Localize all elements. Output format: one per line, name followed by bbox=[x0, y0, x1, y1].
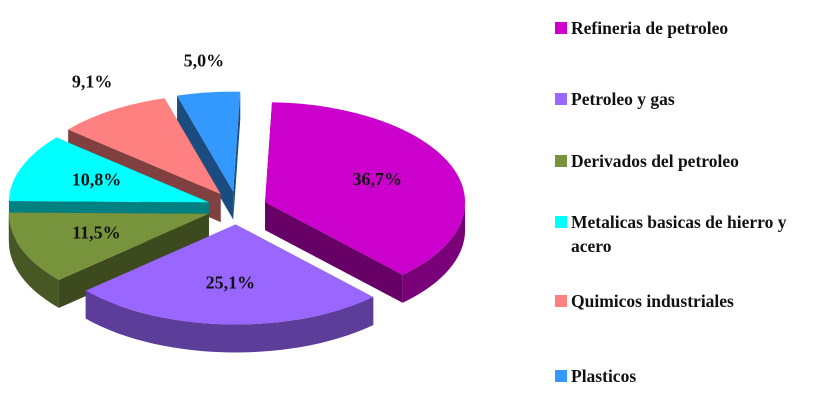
pie-slice bbox=[68, 98, 221, 195]
slice-side bbox=[177, 95, 234, 220]
legend-item: Metalicas basicas de hierro y acero bbox=[555, 210, 816, 258]
slice-side bbox=[233, 91, 241, 220]
legend-item: Plasticos bbox=[555, 364, 816, 388]
legend-item: Petroleo y gas bbox=[555, 87, 816, 111]
legend-swatch bbox=[555, 93, 567, 105]
pie-slice bbox=[265, 102, 466, 275]
data-label: 9,1% bbox=[72, 71, 113, 91]
pie-slice bbox=[8, 137, 209, 203]
legend-swatch bbox=[555, 370, 567, 382]
slice-wall bbox=[85, 290, 374, 353]
pie-slice bbox=[177, 91, 241, 192]
pie-slice bbox=[85, 224, 374, 325]
slice-wall bbox=[8, 213, 59, 308]
pie-slice bbox=[8, 212, 209, 280]
data-label: 11,5% bbox=[72, 223, 121, 243]
data-label: 36,7% bbox=[353, 169, 403, 189]
legend-label: Plasticos bbox=[571, 366, 637, 386]
legend-item: Quimicos industriales bbox=[555, 289, 816, 313]
legend-swatch bbox=[555, 155, 567, 167]
legend-item: Refineria de petroleo bbox=[555, 16, 816, 40]
slice-side bbox=[265, 202, 403, 303]
legend-label: Refineria de petroleo bbox=[571, 18, 729, 38]
legend-swatch bbox=[555, 22, 567, 34]
data-label: 5,0% bbox=[184, 51, 225, 71]
legend-label: Derivados del petroleo bbox=[571, 151, 739, 171]
legend-label: Metalicas basicas de hierro y acero bbox=[571, 212, 787, 256]
legend-label: Petroleo y gas bbox=[571, 89, 675, 109]
legend-item: Derivados del petroleo bbox=[555, 149, 816, 173]
data-label: 25,1% bbox=[206, 273, 256, 293]
legend-label: Quimicos industriales bbox=[571, 291, 734, 311]
data-label: 10,8% bbox=[72, 169, 122, 189]
chart: 36,7% 25,1% 11,5% 10,8% 9,1% 5,0% bbox=[8, 51, 466, 353]
legend-swatch bbox=[555, 216, 567, 228]
legend: Refineria de petroleo Petroleo y gas Deriv… bbox=[555, 0, 825, 410]
legend-swatch bbox=[555, 295, 567, 307]
slice-wall bbox=[402, 202, 466, 303]
